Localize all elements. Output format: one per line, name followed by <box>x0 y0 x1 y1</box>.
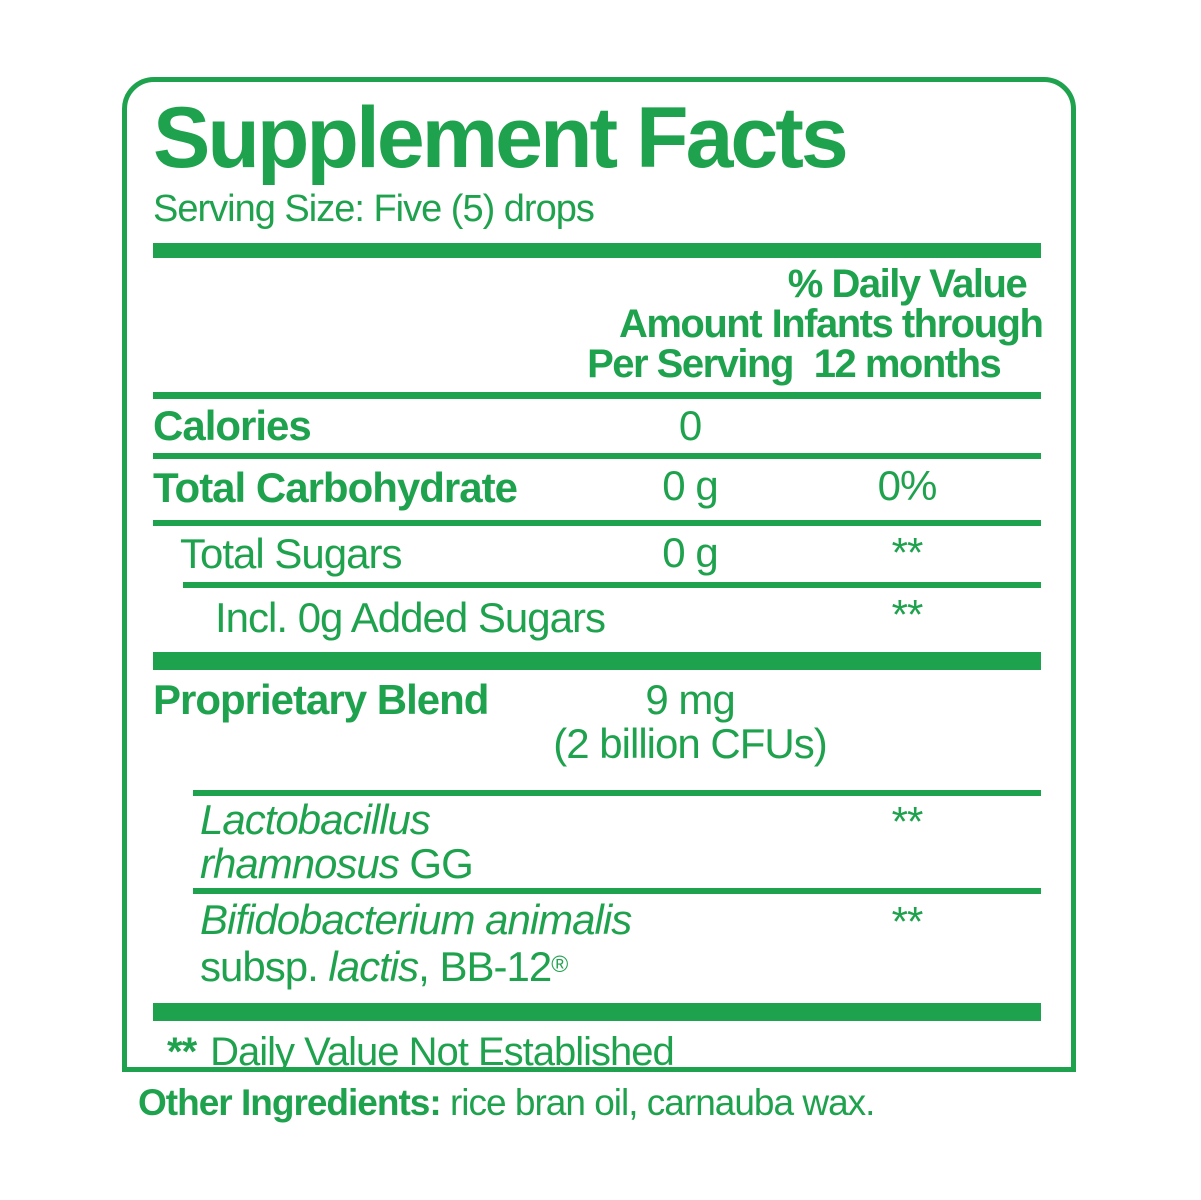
row-daily-value: ** <box>891 529 924 576</box>
amount-column-header: Amount Per Serving <box>530 304 850 384</box>
row-label: Incl. 0g Added Sugars <box>215 594 606 641</box>
thick-divider-top <box>153 243 1041 258</box>
supplement-facts-panel: Supplement Facts Serving Size: Five (5) … <box>122 77 1076 1072</box>
row-label: Bifidobacterium animalis subsp. lactis, B… <box>200 896 632 990</box>
row-total-sugars: Total Sugars 0 g ** <box>153 526 1041 582</box>
row-bifidobacterium: Bifidobacterium animalis subsp. lactis, B… <box>153 894 1041 1003</box>
amount-header-line-2: Per Serving <box>587 342 794 386</box>
other-ingredients-text: rice bran oil, carnauba wax. <box>440 1082 875 1123</box>
row-label: Calories <box>153 402 312 449</box>
row-amount: 0 g <box>662 462 718 509</box>
row-label: Total Sugars <box>180 530 402 577</box>
amount-header-line-1: Amount <box>618 302 763 346</box>
row-amount: 0 g <box>662 529 718 576</box>
dv-header-line-3: 12 months <box>813 342 1002 386</box>
thin-divider <box>193 790 1041 796</box>
thick-divider <box>153 652 1041 670</box>
row-daily-value: ** <box>891 898 924 945</box>
thin-divider <box>153 520 1041 526</box>
row-label: Total Carbohydrate <box>153 464 518 511</box>
serving-size-text: Serving Size: Five (5) drops <box>153 188 595 230</box>
thin-divider <box>193 888 1041 894</box>
row-label: Proprietary Blend <box>153 676 489 723</box>
daily-value-column-header: % Daily Value Infants through 12 months <box>757 264 1057 384</box>
other-ingredients-label: Other Ingredients: <box>138 1082 442 1123</box>
footnote: ** Daily Value Not Established <box>153 1021 1041 1072</box>
thin-divider <box>183 582 1041 588</box>
dv-header-line-1: % Daily Value <box>787 262 1028 306</box>
row-label: Lactobacillus rhamnosus GG <box>200 796 474 887</box>
row-lactobacillus: Lactobacillus rhamnosus GG ** <box>153 796 1041 888</box>
footnote-asterisks: ** <box>167 1030 197 1072</box>
row-calories: Calories 0 <box>153 399 1041 453</box>
column-header-row: Amount Per Serving % Daily Value Infants… <box>153 258 1044 399</box>
row-added-sugars: Incl. 0g Added Sugars ** <box>153 588 1041 652</box>
row-daily-value: ** <box>891 798 924 845</box>
row-amount: 0 <box>678 402 702 449</box>
dv-header-line-2: Infants through <box>771 302 1044 346</box>
rows: Calories 0 Total Carbohydrate 0 g 0% Total Su… <box>153 399 1041 1021</box>
row-amount: 9 mg (2 billion CFUs) <box>553 676 827 767</box>
supplement-facts-title: Supplement Facts <box>153 90 849 186</box>
row-daily-value: 0% <box>877 462 938 509</box>
other-ingredients: Other Ingredients: rice bran oil, carnau… <box>138 1082 875 1124</box>
footnote-text: Daily Value Not Established <box>210 1030 675 1072</box>
thin-divider <box>153 453 1041 459</box>
row-daily-value: ** <box>891 591 924 638</box>
row-proprietary-blend: Proprietary Blend 9 mg (2 billion CFUs) <box>153 670 1041 790</box>
thick-divider <box>153 1003 1041 1021</box>
row-total-carbohydrate: Total Carbohydrate 0 g 0% <box>153 459 1041 520</box>
